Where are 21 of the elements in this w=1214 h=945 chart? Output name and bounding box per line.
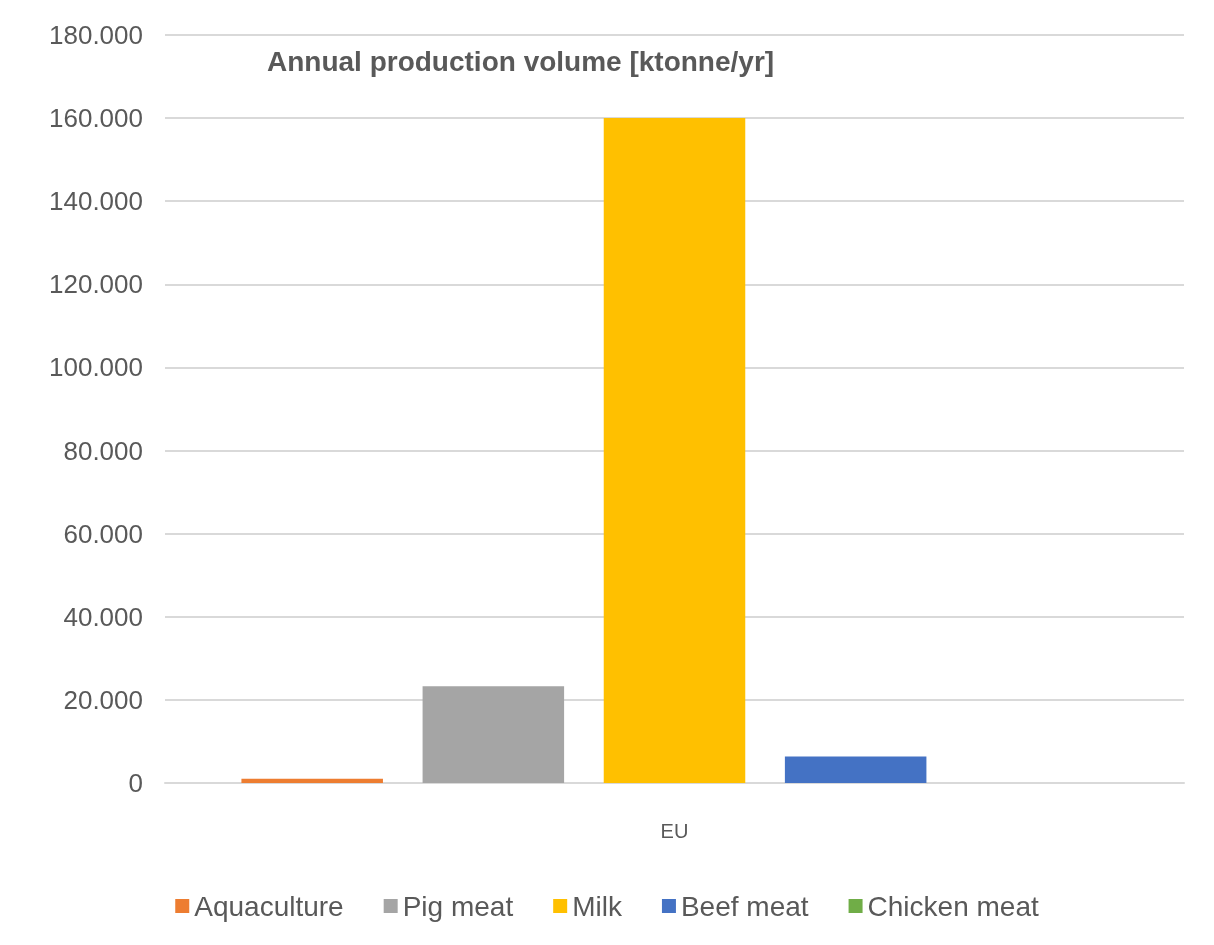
bar xyxy=(422,686,565,783)
y-tick-label: 0 xyxy=(128,768,143,798)
y-tick-label: 180.000 xyxy=(49,20,143,50)
y-tick-label: 20.000 xyxy=(63,684,143,715)
bar xyxy=(784,756,927,783)
y-tick-label: 80.000 xyxy=(63,435,143,466)
y-tick-label: 100.000 xyxy=(49,352,143,383)
x-tick-label: EU xyxy=(660,820,689,842)
legend-label: Beef meat xyxy=(680,890,809,922)
legend-label: Aquaculture xyxy=(194,890,344,922)
bar xyxy=(241,778,383,783)
bar xyxy=(603,118,746,783)
legend-label: Chicken meat xyxy=(867,890,1039,922)
legend-label: Milk xyxy=(572,890,623,922)
y-tick-label: 140.000 xyxy=(49,186,143,217)
y-tick-label: 160.000 xyxy=(49,103,143,134)
y-tick-label: 120.000 xyxy=(49,269,143,300)
y-tick-label: 40.000 xyxy=(63,601,143,632)
legend-label: Pig meat xyxy=(402,890,514,922)
chart-title: Annual production volume [ktonne/yr] xyxy=(267,45,775,77)
y-tick-label: 60.000 xyxy=(63,518,143,549)
